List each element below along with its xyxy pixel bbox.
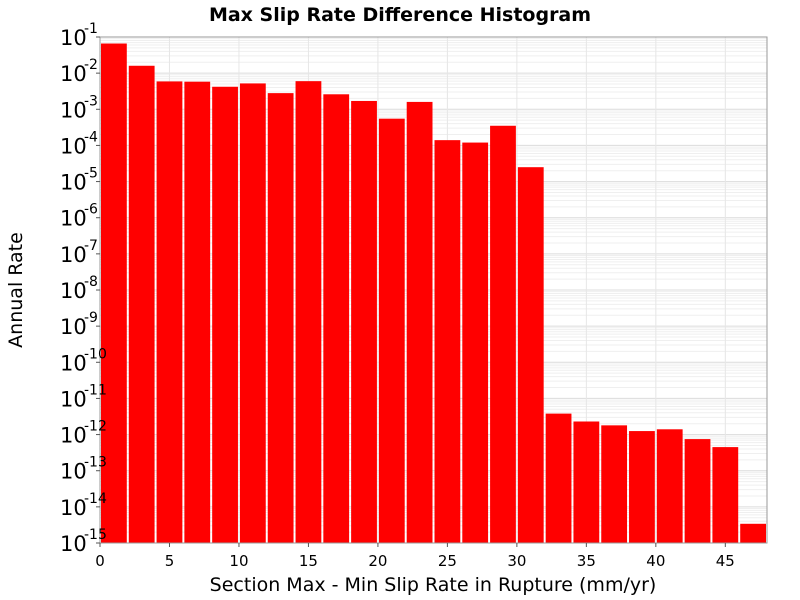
histogram-bar — [462, 142, 489, 543]
histogram-bar — [239, 83, 266, 543]
histogram-bar — [101, 43, 127, 544]
histogram-bar — [601, 425, 628, 543]
y-tick-exponent: -4 — [84, 129, 98, 145]
y-tick-label: 10-9 — [60, 310, 98, 339]
histogram-bar — [267, 93, 294, 543]
histogram-bar — [378, 118, 405, 544]
y-tick-base: 10 — [60, 532, 87, 556]
y-tick-exponent: -13 — [84, 455, 107, 471]
histogram-bar — [295, 81, 322, 543]
y-tick-label: 10-12 — [60, 419, 107, 448]
y-tick-base: 10 — [60, 351, 87, 375]
x-tick-label: 45 — [716, 552, 735, 570]
histogram-bar — [184, 81, 211, 544]
y-tick-exponent: -12 — [84, 419, 107, 435]
histogram-bar — [490, 125, 516, 543]
y-tick-label: 10-10 — [60, 346, 107, 375]
y-tick-label: 10-13 — [60, 455, 107, 484]
y-tick-exponent: -15 — [84, 527, 107, 543]
x-axis-ticks: 0 5 10 15 20 25 30 35 40 45 — [95, 543, 735, 570]
y-tick-base: 10 — [60, 171, 87, 195]
x-tick-label: 20 — [368, 552, 387, 570]
y-axis-ticks: 10-110-210-310-410-510-610-710-810-910-1… — [60, 21, 107, 556]
histogram-bar — [712, 447, 739, 543]
y-tick-exponent: -10 — [84, 346, 107, 362]
x-tick-label: 0 — [95, 552, 105, 570]
y-tick-label: 10-15 — [60, 527, 107, 556]
y-tick-label: 10-8 — [60, 274, 98, 303]
histogram-bar — [545, 413, 572, 543]
y-tick-label: 10-5 — [60, 166, 98, 195]
histogram-bar — [212, 86, 238, 543]
histogram-bar — [156, 81, 183, 543]
y-tick-label: 10-4 — [60, 129, 98, 158]
y-tick-exponent: -9 — [84, 310, 98, 326]
y-tick-base: 10 — [60, 98, 87, 122]
bars — [101, 43, 766, 544]
y-tick-exponent: -11 — [84, 382, 107, 398]
y-tick-base: 10 — [60, 62, 87, 86]
y-tick-label: 10-14 — [60, 491, 107, 520]
y-tick-label: 10-11 — [60, 382, 107, 411]
y-axis-label: Annual Rate — [5, 232, 27, 348]
y-tick-label: 10-2 — [60, 57, 98, 86]
y-tick-exponent: -5 — [84, 166, 98, 182]
x-tick-label: 15 — [299, 552, 318, 570]
y-tick-exponent: -8 — [84, 274, 98, 290]
x-tick-label: 40 — [646, 552, 665, 570]
histogram-bar — [128, 65, 155, 543]
y-tick-base: 10 — [60, 26, 87, 50]
histogram-bar — [629, 431, 655, 543]
x-tick-label: 30 — [507, 552, 526, 570]
histogram-bar — [517, 167, 544, 544]
histogram-bar — [740, 523, 766, 543]
histogram-bar — [573, 421, 600, 543]
y-tick-base: 10 — [60, 460, 87, 484]
x-tick-label: 10 — [229, 552, 248, 570]
y-tick-base: 10 — [60, 496, 87, 520]
y-tick-base: 10 — [60, 243, 87, 267]
x-tick-label: 25 — [438, 552, 457, 570]
histogram-bar — [656, 429, 683, 543]
y-tick-base: 10 — [60, 279, 87, 303]
y-tick-exponent: -3 — [84, 93, 98, 109]
y-tick-base: 10 — [60, 424, 87, 448]
y-tick-label: 10-7 — [60, 238, 98, 267]
histogram-bar — [406, 101, 433, 543]
histogram-bar — [684, 439, 711, 543]
y-tick-base: 10 — [60, 315, 87, 339]
y-tick-label: 10-3 — [60, 93, 98, 122]
y-tick-base: 10 — [60, 387, 87, 411]
x-axis-label: Section Max - Min Slip Rate in Rupture (… — [210, 574, 657, 596]
x-tick-label: 5 — [165, 552, 175, 570]
y-tick-exponent: -14 — [84, 491, 107, 507]
histogram-bar — [323, 94, 350, 544]
y-tick-label: 10-6 — [60, 202, 98, 231]
y-tick-exponent: -7 — [84, 238, 98, 254]
chart-title: Max Slip Rate Difference Histogram — [209, 4, 591, 26]
y-tick-exponent: -2 — [84, 57, 98, 73]
y-tick-base: 10 — [60, 207, 87, 231]
histogram-bar — [434, 140, 461, 543]
y-tick-base: 10 — [60, 134, 87, 158]
y-tick-exponent: -1 — [84, 21, 98, 37]
y-tick-exponent: -6 — [84, 202, 98, 218]
histogram-bar — [351, 100, 377, 543]
y-tick-label: 10-1 — [60, 21, 98, 50]
x-tick-label: 35 — [577, 552, 596, 570]
